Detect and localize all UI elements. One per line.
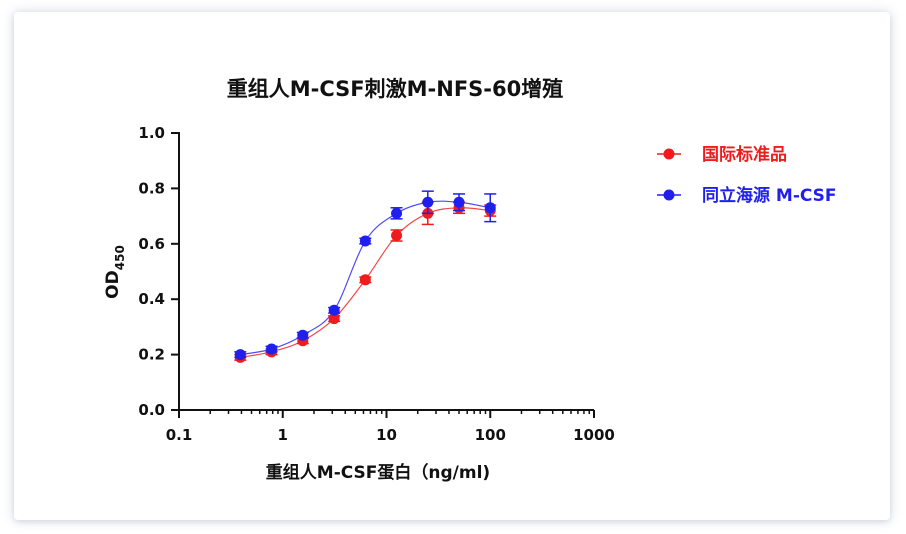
data-points: [234, 190, 497, 363]
y-tick-label: 0.4: [138, 290, 165, 308]
x-tick-label: 0.1: [166, 426, 193, 444]
axes: [178, 132, 594, 411]
y-axis-title-subscript: 450: [113, 245, 127, 270]
x-tick-label: 1000: [573, 426, 615, 444]
chart-title: 重组人M-CSF刺激M-NFS-60增殖: [227, 77, 563, 101]
legend-label: 国际标准品: [702, 144, 787, 165]
data-point: [328, 313, 340, 325]
x-tick-label: 10: [376, 426, 397, 444]
ticks: 0.1 1 10 100 1000 0.0 0.2 0.4 0.6 0.8 1.0: [138, 124, 614, 444]
y-tick-label: 0.8: [138, 179, 165, 197]
data-point: [359, 235, 371, 247]
y-tick-label: 0.2: [138, 346, 165, 364]
data-point: [266, 343, 278, 355]
data-point: [422, 196, 434, 208]
y-tick-label: 1.0: [138, 124, 165, 142]
data-point: [391, 229, 403, 241]
y-axis-title: OD450: [103, 245, 127, 299]
legend-label: 同立海源 M-CSF: [702, 185, 837, 206]
x-axis-title: 重组人M-CSF蛋白（ng/ml): [266, 462, 490, 483]
x-tick-label: 1: [278, 426, 288, 444]
y-tick-label: 0.0: [138, 401, 165, 419]
data-point: [484, 202, 496, 214]
data-point: [453, 196, 465, 208]
y-tick-label: 0.6: [138, 235, 165, 253]
chart-card: [14, 12, 890, 520]
data-point: [328, 304, 340, 316]
data-point: [391, 207, 403, 219]
y-axis-title-main: OD: [103, 270, 123, 299]
legend-marker: [663, 148, 675, 160]
data-point: [234, 349, 246, 361]
x-tick-label: 100: [475, 426, 506, 444]
data-point: [359, 274, 371, 286]
legend-marker: [663, 189, 675, 201]
data-point: [297, 329, 309, 341]
